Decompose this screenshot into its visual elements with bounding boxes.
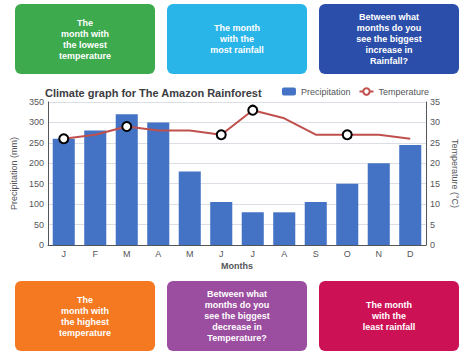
svg-text:the lowest: the lowest	[63, 40, 107, 50]
svg-text:300: 300	[29, 117, 44, 127]
svg-text:most rainfall: most rainfall	[210, 45, 264, 55]
svg-text:Precipitation: Precipitation	[301, 87, 351, 97]
svg-text:S: S	[313, 249, 319, 259]
svg-text:Between what: Between what	[359, 12, 419, 22]
svg-text:35: 35	[430, 97, 440, 107]
svg-text:N: N	[376, 249, 383, 259]
svg-text:0: 0	[430, 240, 435, 250]
svg-text:15: 15	[430, 179, 440, 189]
svg-text:The month: The month	[214, 23, 260, 33]
svg-text:month with: month with	[61, 306, 109, 316]
svg-text:F: F	[93, 249, 99, 259]
svg-text:with the: with the	[371, 311, 406, 321]
svg-text:Precipitation (mm): Precipitation (mm)	[9, 137, 19, 210]
svg-text:M: M	[186, 249, 194, 259]
svg-text:Climate graph for The Amazon R: Climate graph for The Amazon Rainforest	[45, 87, 262, 99]
svg-text:Between what: Between what	[207, 289, 267, 299]
svg-text:months do you: months do you	[205, 300, 270, 310]
svg-text:month with: month with	[61, 29, 109, 39]
svg-text:A: A	[155, 249, 161, 259]
svg-text:Rainfall?: Rainfall?	[370, 56, 408, 66]
svg-text:10: 10	[430, 199, 440, 209]
svg-text:decrease in: decrease in	[212, 322, 262, 332]
svg-text:J: J	[62, 249, 67, 259]
svg-text:least rainfall: least rainfall	[363, 322, 416, 332]
svg-text:25: 25	[430, 138, 440, 148]
svg-text:150: 150	[29, 179, 44, 189]
svg-text:5: 5	[430, 220, 435, 230]
svg-text:50: 50	[34, 220, 44, 230]
svg-text:D: D	[407, 249, 414, 259]
svg-text:The: The	[77, 18, 93, 28]
svg-text:J: J	[219, 249, 224, 259]
svg-text:the highest: the highest	[61, 317, 109, 327]
svg-text:Temperature (°C): Temperature (°C)	[450, 139, 460, 208]
svg-text:250: 250	[29, 138, 44, 148]
svg-text:200: 200	[29, 158, 44, 168]
svg-text:J: J	[251, 249, 256, 259]
svg-text:0: 0	[39, 240, 44, 250]
svg-text:A: A	[281, 249, 287, 259]
svg-text:20: 20	[430, 158, 440, 168]
svg-text:with the: with the	[219, 34, 254, 44]
svg-text:Temperature: Temperature	[378, 87, 429, 97]
svg-text:increase in: increase in	[365, 45, 412, 55]
svg-text:30: 30	[430, 117, 440, 127]
svg-text:100: 100	[29, 199, 44, 209]
svg-text:O: O	[344, 249, 351, 259]
svg-text:M: M	[123, 249, 131, 259]
svg-text:Temperature?: Temperature?	[207, 333, 266, 343]
svg-text:see the biggest: see the biggest	[204, 311, 270, 321]
svg-text:temperature: temperature	[59, 328, 111, 338]
svg-text:Months: Months	[221, 261, 253, 271]
svg-text:temperature: temperature	[59, 51, 111, 61]
svg-text:The: The	[77, 295, 93, 305]
svg-text:see the biggest: see the biggest	[356, 34, 422, 44]
svg-text:The month: The month	[366, 300, 412, 310]
svg-text:350: 350	[29, 97, 44, 107]
svg-text:months do you: months do you	[357, 23, 422, 33]
